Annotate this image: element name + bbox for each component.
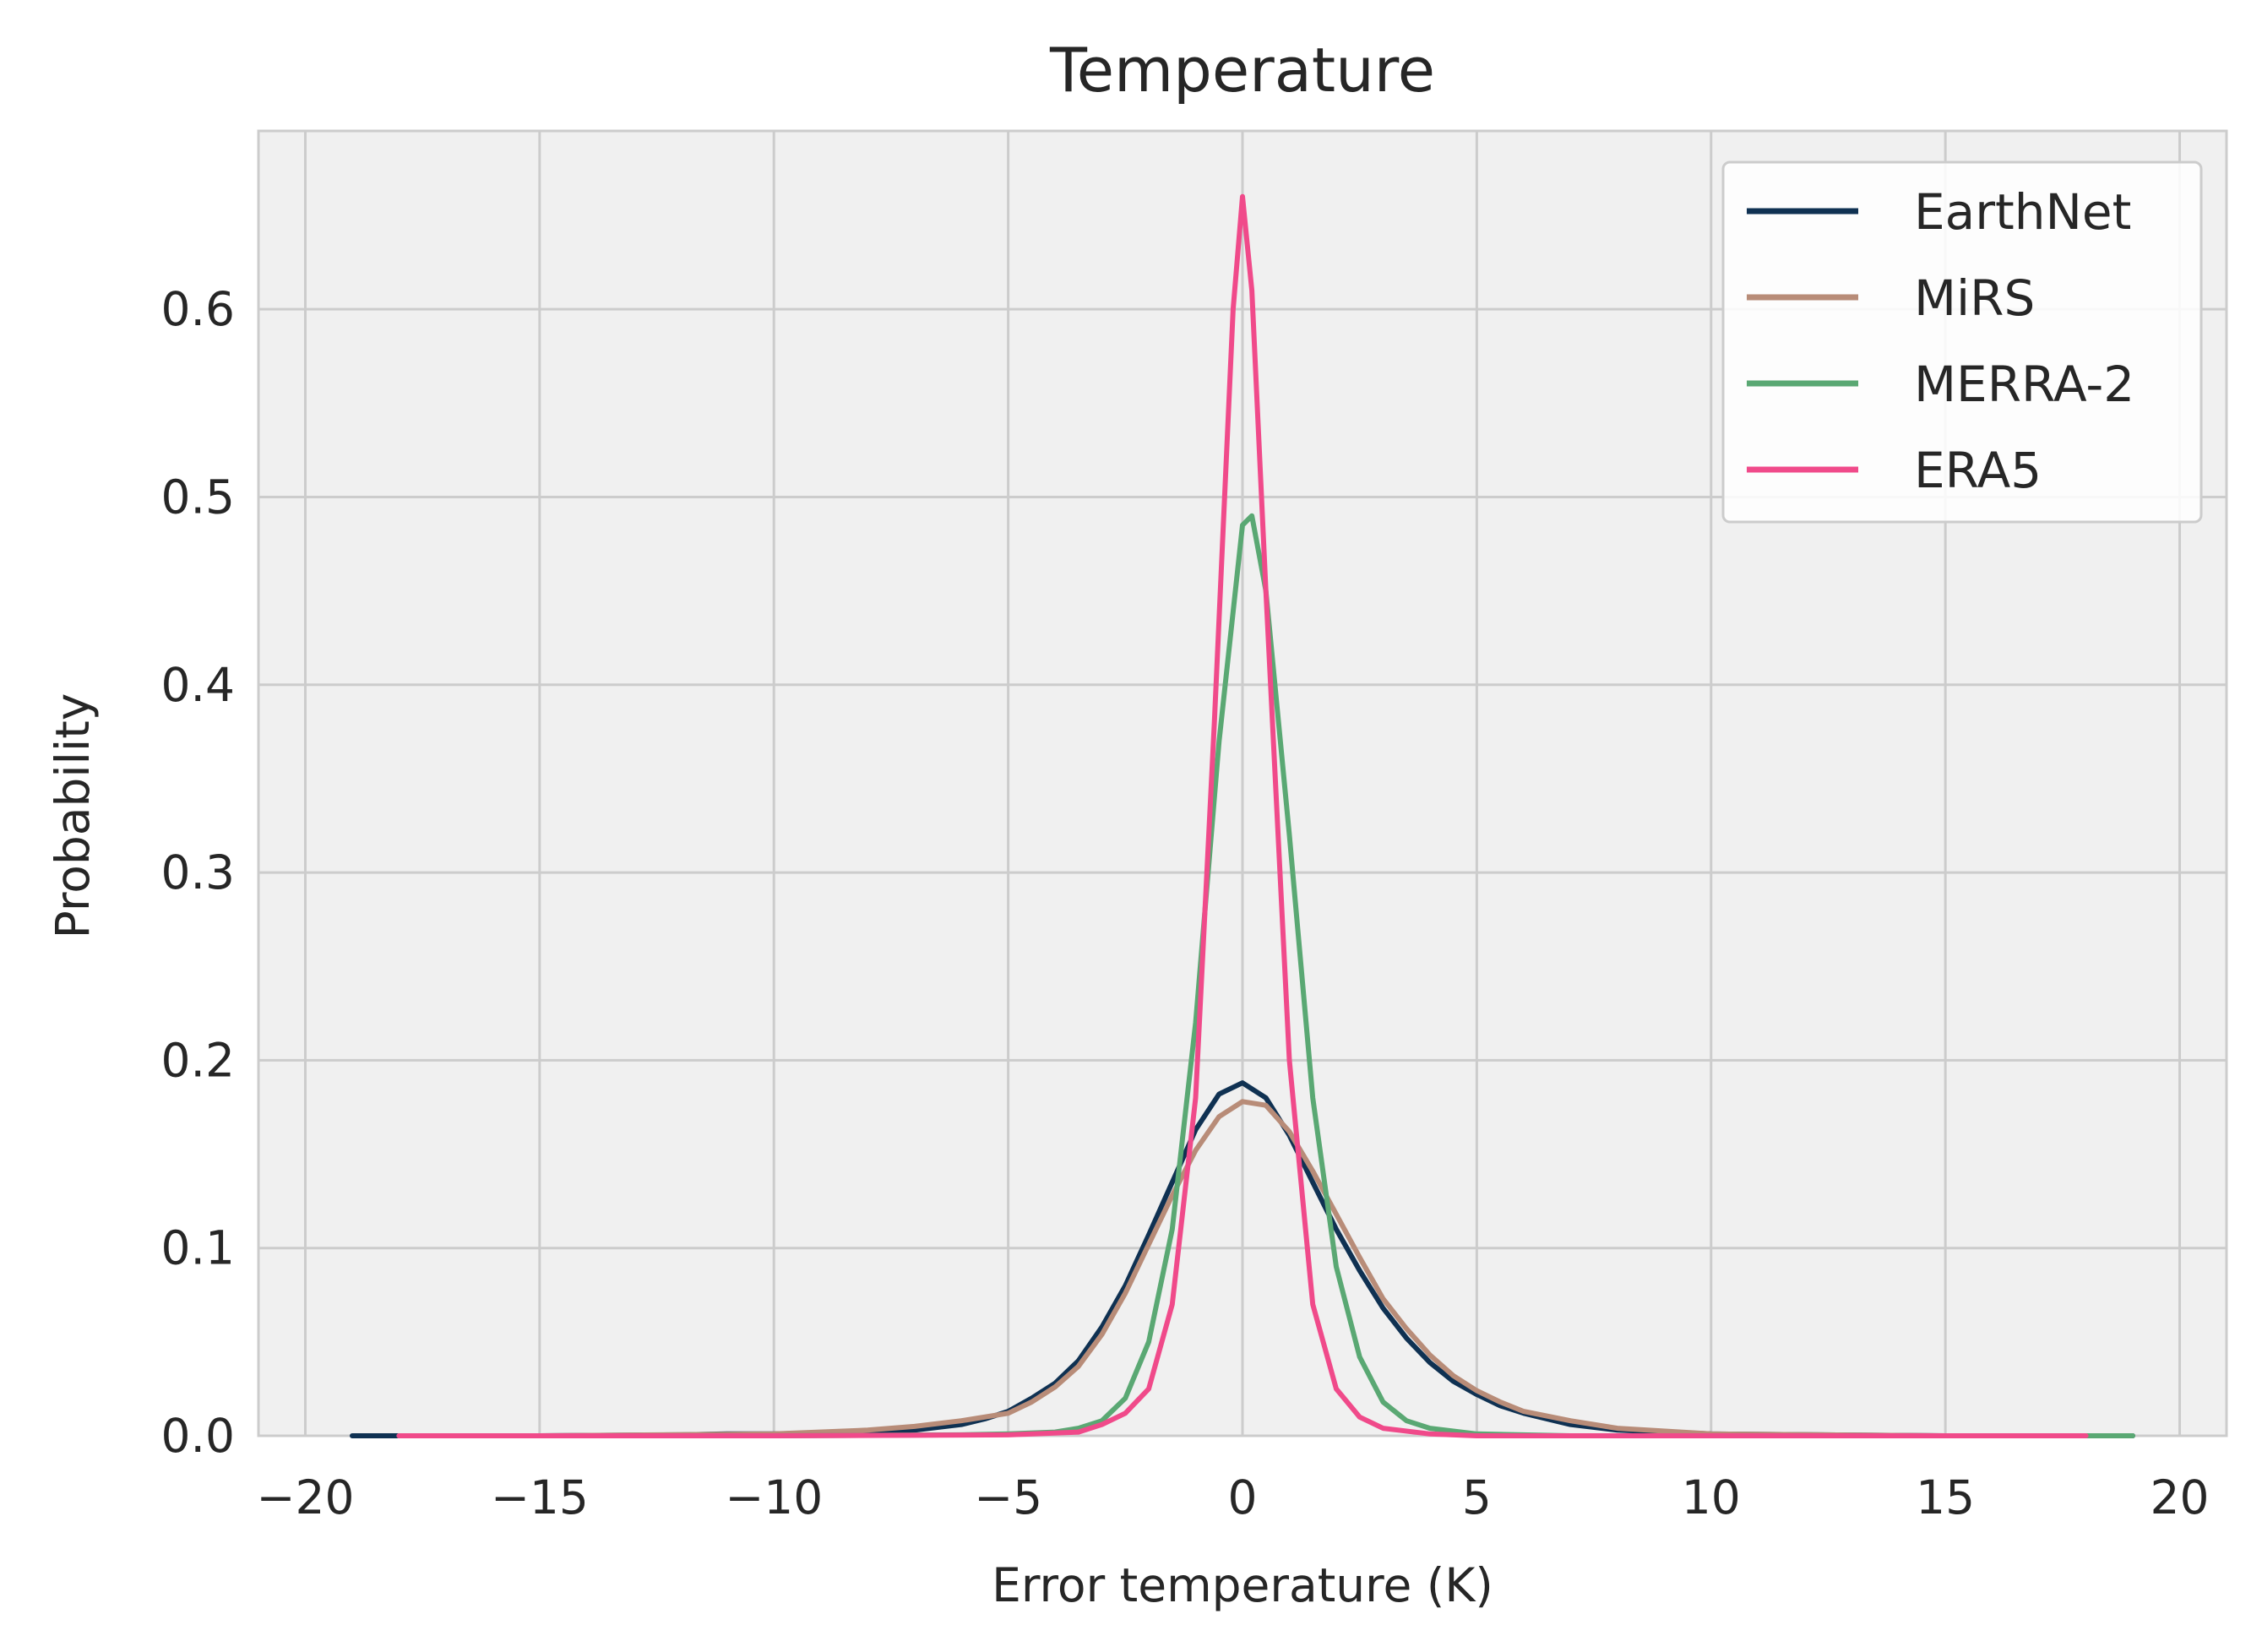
x-tick-labels: −20 −15 −10 −5 0 5 10 15 20 [256, 1470, 2209, 1524]
x-tick-label: 15 [1916, 1470, 1975, 1524]
y-tick-label: 0.0 [161, 1409, 235, 1463]
legend-box [1721, 160, 2203, 524]
x-tick-label: −5 [974, 1470, 1042, 1524]
y-axis-label: Probability [46, 693, 100, 939]
series-lines [350, 193, 2135, 1438]
y-tick-labels: 0.0 0.1 0.2 0.3 0.4 0.5 0.6 [161, 282, 235, 1463]
y-tick-label: 0.1 [161, 1221, 235, 1275]
y-tick-label: 0.6 [161, 282, 235, 336]
series-line-mirs [396, 1099, 2089, 1438]
x-axis-label: Error temperature (K) [992, 1558, 1493, 1612]
x-tick-label: 5 [1462, 1470, 1492, 1524]
y-tick-label: 0.5 [161, 470, 235, 524]
legend-label-earthnet: EarthNet [1914, 183, 2131, 241]
legend-label-era5: ERA5 [1914, 442, 2042, 499]
x-tick-label: −20 [256, 1470, 354, 1524]
x-tick-label: −10 [725, 1470, 823, 1524]
x-tick-label: 0 [1228, 1470, 1258, 1524]
y-tick-label: 0.4 [161, 658, 235, 712]
x-tick-label: 10 [1682, 1470, 1741, 1524]
series-line-era5 [396, 193, 2089, 1438]
plot-frame [257, 129, 2228, 1437]
x-tick-label: 20 [2151, 1470, 2210, 1524]
legend-label-merra-2: MERRA-2 [1914, 356, 2134, 413]
x-tick-label: −15 [491, 1470, 589, 1524]
legend: EarthNet MiRS MERRA-2 ERA5 [1721, 160, 2203, 524]
series-line-earthnet [350, 1080, 2135, 1438]
chart-title: Temperature [1049, 35, 1435, 106]
legend-label-mirs: MiRS [1914, 269, 2035, 327]
y-tick-label: 0.2 [161, 1033, 235, 1087]
y-tick-label: 0.3 [161, 845, 235, 899]
